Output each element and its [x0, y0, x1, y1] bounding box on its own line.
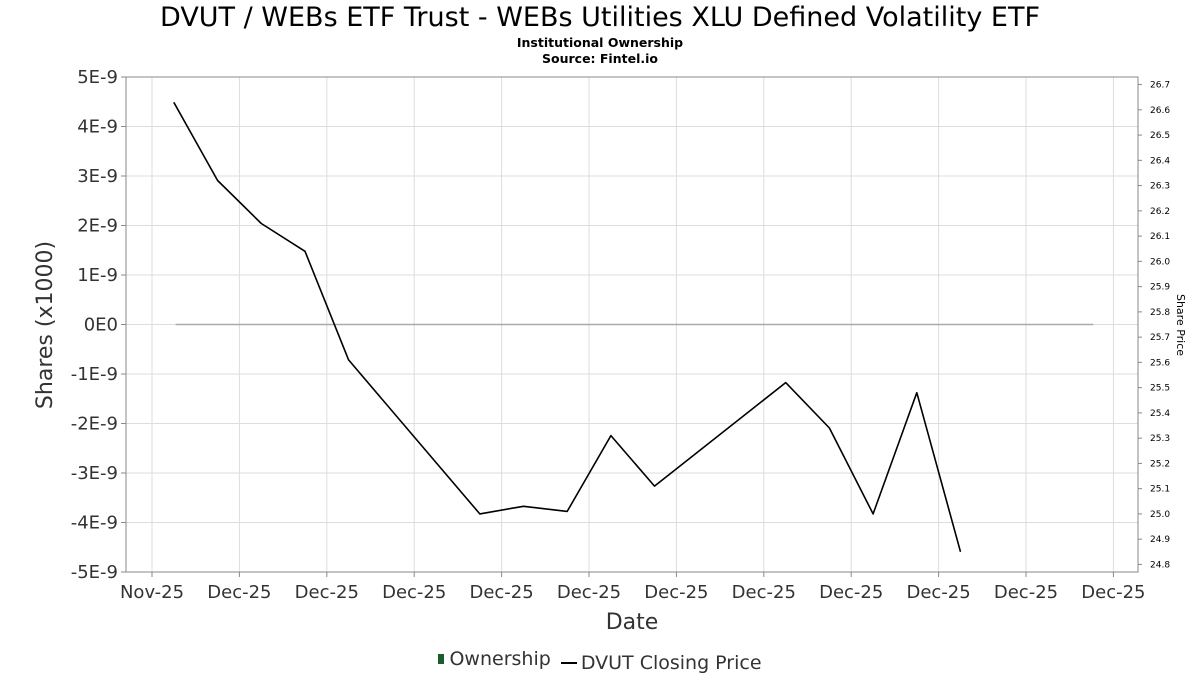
- y2-tick-label: 25.6: [1150, 358, 1170, 368]
- y2-tick-label: 26.0: [1150, 257, 1170, 267]
- y-tick-label: 4E-9: [77, 117, 118, 138]
- y2-tick-label: 26.3: [1150, 182, 1170, 192]
- y2-tick-label: 25.8: [1150, 308, 1170, 318]
- x-tick-label: Dec-25: [819, 582, 883, 603]
- legend-label-price: DVUT Closing Price: [580, 652, 762, 674]
- chart-subtitle: Institutional Ownership: [516, 35, 684, 50]
- ownership-swatch-icon: [438, 654, 445, 664]
- legend-item-price[interactable]: DVUT Closing Price: [560, 652, 762, 674]
- y2-tick-label: 26.2: [1150, 207, 1170, 217]
- y-tick-label: 2E-9: [77, 216, 118, 237]
- left-axis: 5E-9 4E-9 3E-9 2E-9 1E-9 0E0 -1E-9 -2E-9 -3E-9 -4…: [71, 67, 126, 583]
- y2-tick-label: 25.2: [1150, 459, 1170, 469]
- y2-tick-label: 25.9: [1150, 283, 1170, 293]
- y2-tick-label: 25.0: [1150, 510, 1170, 520]
- x-axis-title: Date: [606, 610, 659, 635]
- y-tick-label: 1E-9: [77, 265, 118, 286]
- price-series-line: [173, 101, 962, 553]
- y2-tick-label: 25.7: [1150, 333, 1170, 343]
- y-tick-label: -5E-9: [71, 562, 118, 583]
- x-tick-label: Dec-25: [994, 582, 1058, 603]
- y2-tick-label: 24.9: [1150, 535, 1170, 545]
- legend: Ownership DVUT Closing Price: [0, 647, 1200, 674]
- y2-tick-label: 25.4: [1150, 409, 1170, 419]
- x-tick-label: Dec-25: [732, 582, 796, 603]
- x-tick-label: Dec-25: [557, 582, 621, 603]
- series-layer: [173, 101, 1094, 553]
- right-axis: 24.8 24.9 25.0 25.1 25.2 25.3 25.4 25.5 25.6 25.7…: [1138, 81, 1170, 570]
- y2-tick-label: 24.8: [1150, 560, 1170, 570]
- x-tick-label: Dec-25: [207, 582, 271, 603]
- y-tick-label: 5E-9: [77, 67, 118, 88]
- y2-tick-label: 25.1: [1150, 485, 1170, 495]
- x-tick-label: Dec-25: [1081, 582, 1145, 603]
- y2-tick-label: 25.3: [1150, 434, 1170, 444]
- y2-tick-label: 26.7: [1150, 81, 1170, 91]
- x-tick-label: Dec-25: [295, 582, 359, 603]
- y-axis-title: Shares (x1000): [33, 241, 58, 409]
- x-tick-label: Dec-25: [906, 582, 970, 603]
- y2-tick-label: 26.5: [1150, 131, 1170, 141]
- legend-item-ownership[interactable]: Ownership: [438, 648, 551, 670]
- y-tick-label: 3E-9: [77, 166, 118, 187]
- y-tick-label: -3E-9: [71, 463, 118, 484]
- x-tick-label: Dec-25: [469, 582, 533, 603]
- x-tick-label: Dec-25: [382, 582, 446, 603]
- price-swatch-icon: [560, 662, 577, 664]
- chart-source: Source: Fintel.io: [542, 51, 658, 66]
- y2-tick-label: 26.1: [1150, 232, 1170, 242]
- legend-label-ownership: Ownership: [449, 648, 551, 670]
- x-axis: Nov-25 Dec-25 Dec-25 Dec-25 Dec-25 Dec-25 Dec-…: [120, 572, 1146, 603]
- y-tick-label: 0E0: [84, 315, 118, 336]
- chart-title: DVUT / WEBs ETF Trust - WEBs Utilities X…: [160, 2, 1040, 33]
- y-tick-label: -4E-9: [71, 513, 118, 534]
- x-tick-label: Dec-25: [644, 582, 708, 603]
- y-tick-label: -1E-9: [71, 364, 118, 385]
- y2-axis-title: Share Price: [1174, 294, 1187, 356]
- x-tick-label: Nov-25: [120, 582, 184, 603]
- y-tick-label: -2E-9: [71, 414, 118, 435]
- y2-tick-label: 25.5: [1150, 384, 1170, 394]
- y2-tick-label: 26.4: [1150, 156, 1170, 166]
- y2-tick-label: 26.6: [1150, 106, 1170, 116]
